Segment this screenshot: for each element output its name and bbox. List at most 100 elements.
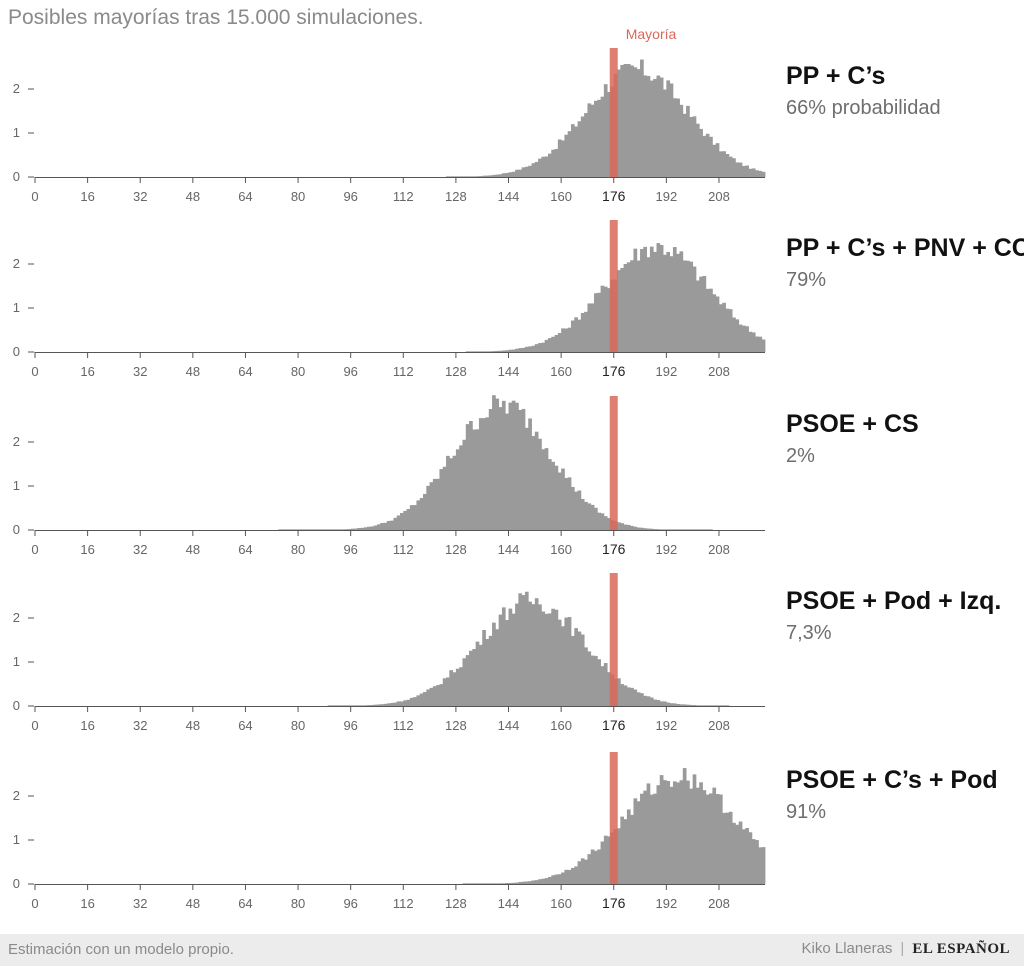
- histogram-bar: [751, 332, 756, 352]
- histogram-bar: [531, 345, 536, 352]
- histogram-bar: [327, 705, 332, 706]
- histogram-bar: [620, 65, 625, 177]
- x-tick-label: 128: [445, 718, 467, 733]
- x-tick-label: 16: [80, 542, 94, 557]
- histogram-bar: [735, 319, 740, 352]
- histogram-bar: [495, 174, 500, 177]
- histogram-bar: [478, 883, 483, 884]
- histogram-bar: [524, 346, 529, 352]
- histogram-bar: [344, 529, 348, 530]
- histogram-bar: [695, 280, 700, 352]
- x-tick-label: 192: [655, 189, 677, 204]
- histogram-bar: [492, 883, 496, 884]
- histogram-bar: [301, 529, 306, 530]
- histogram-bar: [561, 872, 565, 884]
- x-tick-label: 16: [80, 896, 94, 911]
- histogram-bar: [469, 883, 473, 884]
- histogram-bar: [672, 98, 677, 177]
- x-tick-label: 192: [655, 896, 677, 911]
- histogram-bar: [758, 336, 763, 352]
- histogram-bar: [544, 339, 549, 352]
- histogram-bar: [455, 668, 460, 706]
- histogram-bar: [587, 854, 592, 884]
- histogram-bar: [531, 604, 536, 706]
- histogram-bar: [544, 878, 549, 884]
- histogram-bar: [436, 478, 440, 530]
- histogram-bar: [472, 429, 477, 530]
- x-tick-label: 32: [133, 718, 147, 733]
- histogram-bar: [663, 701, 667, 706]
- histogram-bar: [741, 325, 746, 352]
- histogram-bar: [544, 156, 549, 177]
- histogram-bar: [653, 529, 657, 530]
- histogram-bar: [577, 631, 582, 706]
- histogram-bar: [649, 528, 654, 530]
- histogram-bar: [327, 529, 332, 530]
- histogram-bar: [676, 98, 680, 177]
- histogram-bar: [284, 529, 289, 530]
- histogram-bar: [330, 705, 335, 706]
- histogram-bar: [653, 78, 657, 177]
- histogram-bar: [689, 529, 694, 530]
- histogram-bar: [672, 703, 677, 706]
- histogram-bar: [574, 491, 578, 530]
- histogram-bar: [659, 245, 664, 352]
- histogram-bar: [524, 427, 529, 530]
- histogram-bar: [574, 126, 578, 177]
- histogram-bar: [695, 705, 700, 706]
- histogram-bar: [669, 529, 674, 530]
- histogram-bar: [429, 482, 434, 530]
- panel-legend: PP + C’s + PNV + CC 79%: [786, 234, 1024, 292]
- histogram-bar: [672, 247, 677, 352]
- histogram-bar: [439, 469, 444, 530]
- histogram-bar: [528, 418, 532, 530]
- histogram-bar: [554, 874, 559, 884]
- histogram-bar: [492, 351, 496, 352]
- histogram-bar: [567, 616, 572, 706]
- histogram-bar: [574, 317, 578, 352]
- histogram-bar: [531, 435, 536, 530]
- histogram-bar: [587, 651, 592, 706]
- histogram-bar: [515, 348, 519, 352]
- histogram-bar: [524, 166, 529, 177]
- majority-line: [609, 752, 618, 884]
- histogram-bar: [521, 347, 526, 352]
- histogram-bar: [340, 705, 345, 706]
- histogram-bar: [709, 793, 713, 884]
- histogram-bar: [508, 608, 513, 706]
- histogram-bar: [626, 687, 631, 706]
- x-tick-label: 160: [550, 896, 572, 911]
- histogram-bar: [390, 520, 394, 530]
- histogram-bar: [488, 409, 493, 530]
- histogram-bar: [482, 351, 486, 352]
- x-tick-label: 16: [80, 189, 94, 204]
- y-tick-label: 0: [13, 344, 20, 359]
- histogram-bar: [649, 80, 654, 177]
- x-tick-label: 160: [550, 364, 572, 379]
- histogram-bar: [653, 793, 657, 884]
- histogram-bar: [755, 336, 759, 352]
- histogram-bar: [633, 248, 638, 352]
- histogram-bar: [636, 692, 641, 706]
- x-tick-label: 128: [445, 189, 467, 204]
- histogram-bar: [659, 77, 664, 177]
- histogram-bar: [383, 703, 388, 706]
- histogram-bar: [393, 517, 398, 530]
- histogram-bar: [666, 251, 671, 352]
- histogram-bar: [732, 822, 736, 884]
- histogram-bar: [350, 528, 355, 530]
- histogram-bar: [353, 528, 358, 530]
- histogram-bar: [590, 504, 595, 530]
- histogram-bar: [367, 526, 371, 530]
- histogram-bar: [561, 468, 565, 530]
- histogram-bar: [406, 699, 411, 706]
- footer: Estimación con un modelo propio. Kiko Ll…: [0, 934, 1024, 966]
- histogram-bar: [702, 135, 707, 177]
- histogram-bar: [521, 167, 526, 177]
- histogram-bar: [669, 786, 674, 884]
- x-tick-label: 32: [133, 364, 147, 379]
- histogram-bar: [495, 629, 500, 706]
- histogram-bar: [600, 96, 605, 177]
- histogram-bar: [462, 176, 467, 177]
- histogram-bar: [689, 704, 694, 706]
